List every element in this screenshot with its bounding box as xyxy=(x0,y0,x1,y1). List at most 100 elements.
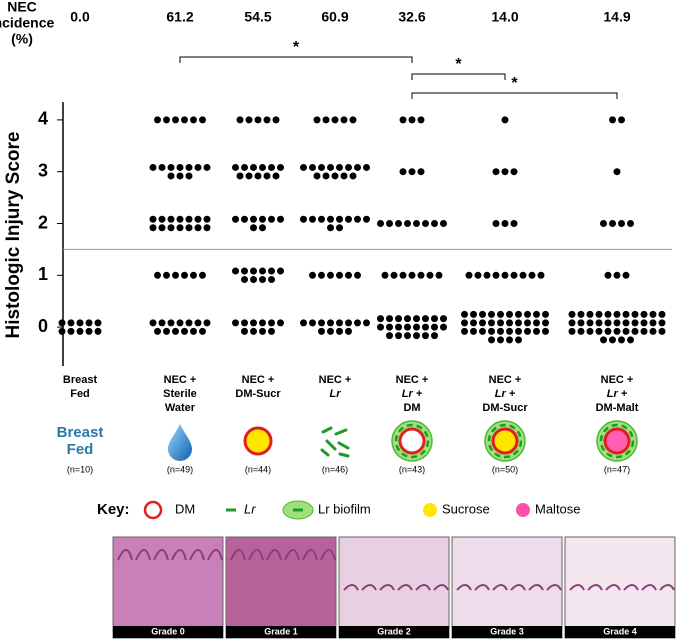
significance-bracket xyxy=(411,92,618,99)
dot-cluster xyxy=(604,271,630,279)
dot-cluster xyxy=(492,220,518,227)
dot-cluster xyxy=(600,220,634,227)
key-title: Key: xyxy=(97,501,130,518)
key-label: Maltose xyxy=(535,501,581,516)
group-label: NEC + xyxy=(601,374,634,386)
dot xyxy=(272,116,280,124)
dot xyxy=(241,215,248,223)
dot xyxy=(604,319,612,327)
dot-cluster xyxy=(232,319,284,335)
dot xyxy=(94,319,102,327)
histology-caption-bar xyxy=(452,626,562,638)
dot-cluster xyxy=(232,267,284,284)
dot xyxy=(194,215,202,223)
dot xyxy=(510,271,518,279)
dot xyxy=(190,327,197,335)
incidence-value: 14.0 xyxy=(491,9,518,25)
dot xyxy=(613,319,621,327)
dot xyxy=(263,172,271,180)
dot xyxy=(163,271,170,279)
dot xyxy=(336,319,343,327)
dot xyxy=(404,315,411,323)
dot xyxy=(149,215,157,223)
group-label: Lr + xyxy=(402,388,423,400)
dot xyxy=(245,116,253,124)
group-label: DM-Sucr xyxy=(482,402,528,414)
dot xyxy=(479,319,486,327)
dot-cluster xyxy=(313,116,357,124)
dot xyxy=(417,168,425,176)
dot xyxy=(176,215,184,223)
dot-cluster xyxy=(465,271,545,279)
dot xyxy=(336,215,343,223)
tissue xyxy=(343,584,359,591)
key-label: Lr xyxy=(244,501,256,516)
dot-cluster xyxy=(154,271,206,279)
dot xyxy=(67,327,75,335)
dot xyxy=(194,224,202,232)
dot xyxy=(524,327,531,335)
dot xyxy=(386,323,393,331)
dot xyxy=(613,271,621,279)
dot xyxy=(167,163,175,171)
group-label: Water xyxy=(165,402,196,414)
dot xyxy=(250,319,257,327)
dot-cluster xyxy=(149,319,211,335)
dot xyxy=(497,310,504,318)
dot xyxy=(506,319,513,327)
n-label: (n=49) xyxy=(167,464,193,474)
dot xyxy=(349,172,357,180)
y-tick-label: 4 xyxy=(38,109,48,129)
n-label: (n=47) xyxy=(604,464,630,474)
dot-cluster xyxy=(149,215,211,232)
dot xyxy=(422,315,429,323)
dot xyxy=(268,163,275,171)
group-label: Lr + xyxy=(495,388,516,400)
dot xyxy=(194,163,202,171)
dot xyxy=(241,276,248,284)
incidence-label: NEC xyxy=(7,0,37,15)
tissue xyxy=(284,549,300,561)
dot xyxy=(528,271,536,279)
dot xyxy=(336,224,343,232)
dot xyxy=(649,327,657,335)
dot xyxy=(604,310,612,318)
icon-label: Fed xyxy=(67,441,94,458)
dot xyxy=(627,220,634,227)
dot xyxy=(277,163,284,171)
dot xyxy=(577,327,585,335)
group-label: Fed xyxy=(70,388,90,400)
group-label: Lr + xyxy=(607,388,628,400)
tissue xyxy=(623,584,639,591)
dot xyxy=(622,319,630,327)
dot xyxy=(604,271,612,279)
dot xyxy=(185,215,193,223)
dot xyxy=(241,327,248,335)
group-label: NEC + xyxy=(319,374,352,386)
dot xyxy=(254,116,262,124)
dot xyxy=(431,220,438,227)
dot-cluster xyxy=(377,315,447,340)
significance-bracket xyxy=(411,73,506,80)
incidence-value: 0.0 xyxy=(70,9,90,25)
dot xyxy=(501,116,509,124)
histology-caption: Grade 2 xyxy=(377,626,411,636)
dot xyxy=(390,271,398,279)
dot xyxy=(515,310,522,318)
dot xyxy=(488,336,495,344)
dot xyxy=(277,319,284,327)
dot xyxy=(506,327,513,335)
dot xyxy=(465,271,473,279)
tissue xyxy=(659,584,675,591)
dot-cluster xyxy=(399,116,425,124)
dot xyxy=(190,116,197,124)
dot xyxy=(349,116,357,124)
dot xyxy=(435,271,443,279)
incidence-value: 54.5 xyxy=(244,9,271,25)
dot xyxy=(479,327,486,335)
dot xyxy=(250,327,257,335)
histology-caption-bar xyxy=(565,626,675,638)
dot xyxy=(395,315,402,323)
dot-cluster xyxy=(300,319,370,335)
dot xyxy=(203,215,211,223)
